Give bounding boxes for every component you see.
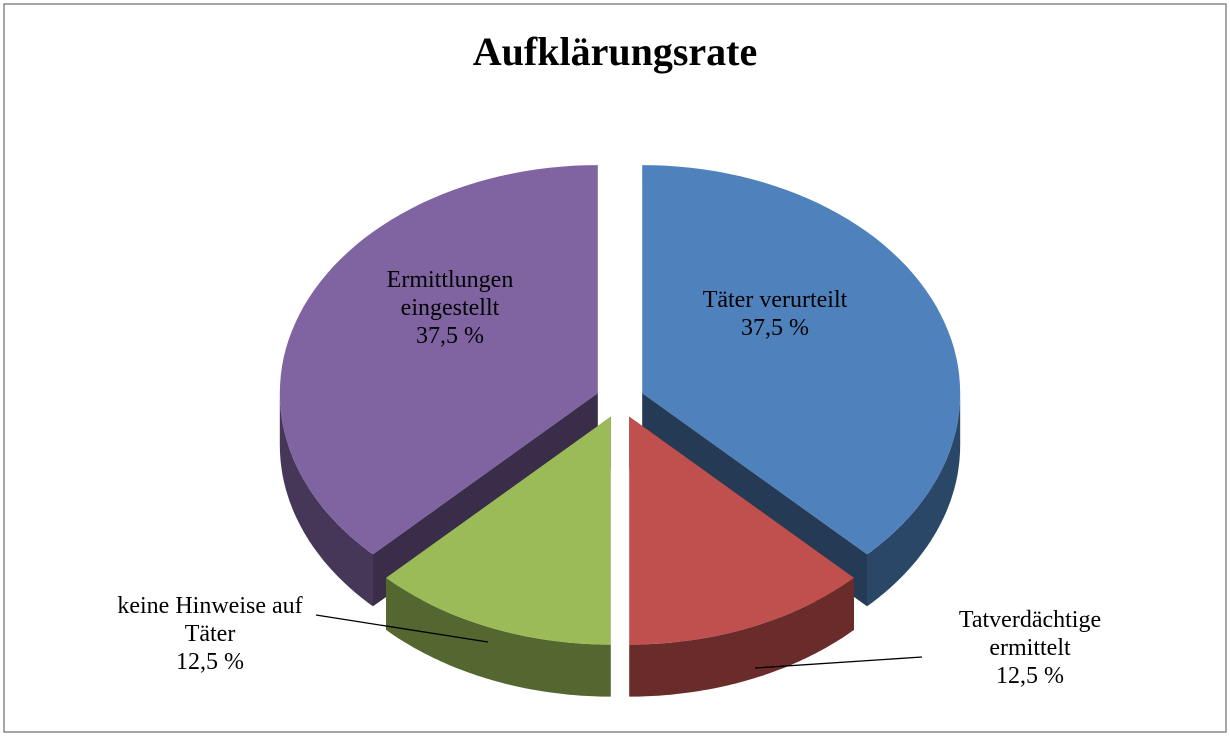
slice-side: [386, 577, 611, 697]
category-label: Tatverdächtige ermittelt: [958, 607, 1102, 661]
chart-title: Aufklärungsrate: [472, 29, 758, 74]
slice: [386, 416, 611, 645]
slice-side: [629, 577, 854, 697]
value-label: 37,5 %: [741, 315, 809, 341]
value-label: 12,5 %: [996, 663, 1064, 689]
slice: [642, 165, 961, 555]
category-label: Ermittlungen eingestellt: [386, 267, 514, 321]
data-label: Ermittlungen eingestellt 37,5 %: [360, 266, 540, 350]
data-label: Tatverdächtige ermittelt 12,5 %: [930, 606, 1130, 690]
data-label: keine Hinweise auf Täter 12,5 %: [105, 592, 315, 676]
slice: [629, 416, 854, 645]
slice-side: [279, 393, 373, 607]
category-label: keine Hinweise auf Täter: [117, 593, 303, 647]
chart-border: [3, 3, 1227, 733]
leader-line: [315, 614, 489, 643]
data-label: Täter verurteilt 37,5 %: [665, 286, 885, 342]
value-label: 12,5 %: [176, 649, 244, 675]
value-label: 37,5 %: [416, 323, 484, 349]
category-label: Täter verurteilt: [702, 287, 848, 313]
slice: [279, 165, 598, 555]
leader-line: [754, 656, 923, 669]
slice-side: [867, 393, 961, 607]
